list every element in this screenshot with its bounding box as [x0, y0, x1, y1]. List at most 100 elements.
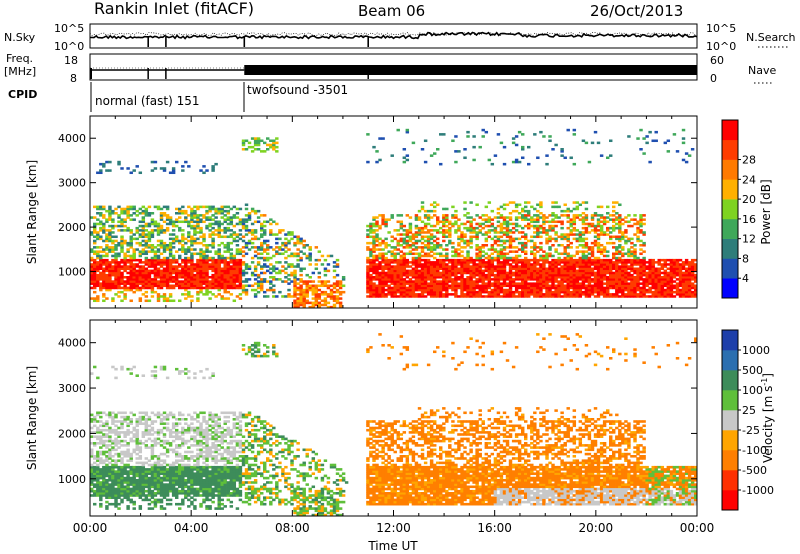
power-cell — [384, 246, 388, 249]
power-cell — [596, 261, 601, 264]
power-cell — [126, 278, 130, 281]
power-cell — [396, 258, 400, 262]
power-cell — [175, 276, 179, 279]
power-cell — [457, 252, 461, 256]
power-cell — [162, 256, 167, 260]
power-cell — [439, 267, 443, 271]
power-cell — [426, 231, 431, 234]
power-cell — [217, 271, 221, 275]
power-cell — [187, 235, 191, 239]
power-cell — [584, 222, 589, 226]
power-cell — [612, 286, 616, 290]
power-cell — [90, 271, 94, 275]
power-cell — [426, 261, 431, 264]
power-cell — [466, 250, 470, 253]
power-cell — [563, 278, 567, 281]
power-cell — [436, 290, 440, 294]
velocity-cell — [90, 463, 94, 467]
power-cell — [250, 246, 255, 249]
power-cell — [93, 239, 97, 243]
power-cell — [381, 288, 385, 292]
power-cell — [178, 276, 182, 279]
power-cell — [372, 286, 376, 290]
power-cell — [105, 288, 109, 292]
power-cell — [150, 284, 155, 288]
power-cell — [250, 284, 255, 288]
power-cell — [405, 295, 410, 298]
power-cell — [165, 273, 170, 277]
power-cell — [542, 263, 546, 266]
power-cell — [366, 267, 370, 271]
power-cell — [263, 220, 267, 224]
power-cell — [211, 237, 215, 241]
power-cell — [196, 226, 200, 230]
power-cell — [466, 254, 470, 258]
power-cell — [502, 276, 507, 279]
power-cell — [539, 269, 543, 273]
power-cell — [208, 276, 212, 279]
power-cell — [439, 226, 443, 230]
power-cell — [663, 280, 668, 283]
power-cell — [387, 263, 391, 266]
power-cell — [281, 248, 285, 251]
power-cell — [114, 244, 118, 247]
power-cell — [420, 220, 425, 224]
power-cell — [475, 280, 479, 283]
power-cell — [590, 250, 595, 253]
power-cell — [181, 165, 185, 168]
power-cell — [241, 148, 246, 151]
power-cell — [639, 273, 643, 277]
power-cell — [244, 280, 249, 283]
power-cell — [138, 299, 143, 303]
power-cell — [499, 265, 504, 268]
power-cell — [120, 271, 124, 275]
power-cell — [572, 133, 577, 136]
power-cell — [566, 282, 570, 285]
power-cell — [220, 235, 224, 239]
power-cell — [472, 269, 476, 273]
power-cell — [250, 137, 255, 140]
power-cell — [602, 222, 607, 226]
power-cell — [281, 252, 285, 256]
power-cell — [105, 239, 109, 243]
power-cell — [484, 252, 489, 256]
power-cell — [587, 280, 592, 283]
power-cell — [269, 218, 273, 221]
power-cell — [417, 288, 422, 292]
power-cell — [141, 212, 146, 215]
power-cell — [338, 286, 343, 290]
power-cell — [423, 244, 428, 247]
power-cell — [551, 290, 555, 294]
power-cell — [111, 254, 115, 258]
power-cell — [454, 261, 458, 264]
power-cell — [144, 241, 149, 245]
power-cell — [150, 258, 155, 262]
power-cell — [150, 295, 155, 298]
power-cell — [332, 303, 337, 307]
power-cell — [214, 284, 218, 288]
power-cell — [615, 284, 619, 288]
power-cell — [284, 261, 288, 264]
power-cell — [536, 269, 540, 273]
power-cell — [181, 273, 185, 277]
power-cell — [566, 295, 570, 298]
power-cell — [229, 278, 234, 281]
power-cell — [129, 207, 133, 211]
power-cell — [578, 271, 583, 275]
power-cell — [196, 280, 200, 283]
power-cell — [208, 267, 212, 271]
power-cell — [299, 286, 303, 290]
power-cell — [514, 267, 519, 271]
power-cell — [193, 220, 197, 224]
power-cell — [599, 216, 604, 219]
power-cell — [232, 239, 237, 243]
power-cell — [648, 265, 652, 268]
power-cell — [171, 233, 176, 236]
power-cell — [563, 267, 567, 271]
power-cell — [175, 267, 179, 271]
power-cell — [284, 244, 288, 247]
power-cell — [493, 276, 498, 279]
power-cell — [581, 276, 586, 279]
power-cell — [609, 278, 613, 281]
power-cell — [184, 256, 188, 260]
